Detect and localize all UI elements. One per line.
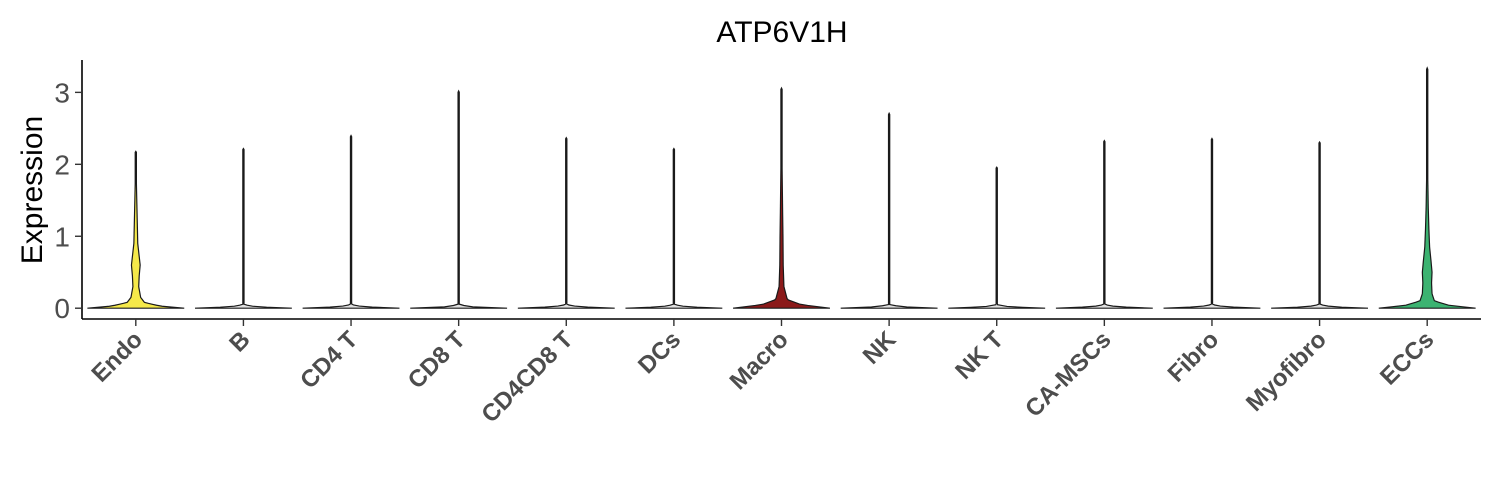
violin-nk: [840, 111, 938, 309]
violin-fibro: [1163, 137, 1261, 309]
x-tick-label-macro: Macro: [725, 326, 794, 395]
x-tick-label-cd8-t: CD8 T: [403, 326, 471, 394]
y-tick-label-2: 2: [54, 149, 70, 180]
y-axis-label: Expression: [16, 116, 49, 264]
violins-layer: [87, 66, 1476, 309]
violin-eccs: [1378, 66, 1476, 309]
x-ticks: Endo B CD4 T CD8 T CD4CD8 T DCs Macro NK NK T CA-…: [87, 319, 1439, 428]
x-tick-label-nk-t: NK T: [950, 326, 1009, 385]
x-tick-label-eccs: ECCs: [1375, 326, 1439, 390]
violin-b: [194, 147, 292, 309]
x-tick-label-dcs: DCs: [633, 326, 686, 379]
violin-cd4-t: [302, 134, 400, 309]
violin-macro: [732, 86, 831, 309]
x-tick-label-cd4-t: CD4 T: [295, 326, 363, 394]
violin-myofibro: [1271, 140, 1369, 309]
y-tick-label-0: 0: [54, 293, 70, 324]
x-tick-label-fibro: Fibro: [1163, 326, 1225, 388]
violin-cd4cd8-t: [517, 136, 615, 309]
y-ticks: 0 1 2 3: [54, 77, 82, 324]
y-tick-label-1: 1: [54, 221, 70, 252]
x-tick-label-myofibro: Myofibro: [1241, 326, 1332, 417]
x-tick-label-ca-mscs: CA-MSCs: [1020, 326, 1116, 422]
violin-endo: [87, 150, 185, 309]
x-tick-label-nk: NK: [858, 326, 902, 370]
violin-dcs: [625, 147, 723, 309]
violin-cd8-t: [410, 89, 508, 309]
violin-nk-t: [948, 166, 1046, 309]
chart-title: ATP6V1H: [716, 16, 847, 49]
x-tick-label-cd4cd8-t: CD4CD8 T: [476, 326, 578, 428]
x-tick-label-b: B: [224, 326, 255, 357]
x-tick-label-endo: Endo: [87, 326, 149, 388]
y-tick-label-3: 3: [54, 77, 70, 108]
violin-ca-mscs: [1055, 139, 1153, 309]
